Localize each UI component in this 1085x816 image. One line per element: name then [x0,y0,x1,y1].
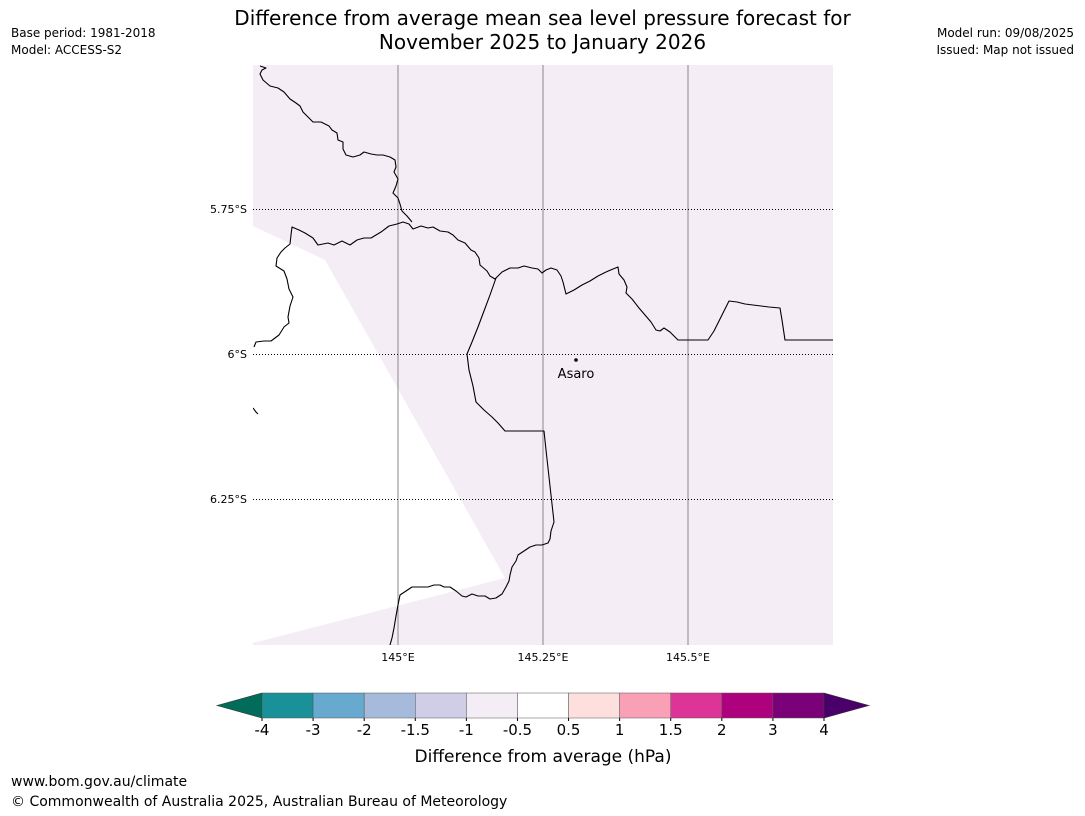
colorbar-tick-label: -0.5 [503,721,532,739]
west-fragment [253,407,259,415]
colorbar-tick-label: 4 [819,721,829,739]
title-line-2: November 2025 to January 2026 [378,30,707,54]
lat-label-5-75s: 5.75°S [210,203,247,216]
colorbar-segment [312,692,365,719]
colorbar-tick-label: 1.5 [659,721,683,739]
longitude-labels: 145°E 145.25°E 145.5°E [381,651,710,664]
colorbar-tick-label: 0.5 [557,721,581,739]
colorbar-segment [619,692,671,719]
metadata-right: Model run: 09/08/2025 Issued: Map not is… [936,25,1074,59]
colorbar-label: Difference from average (hPa) [415,747,672,767]
central-boundary [253,221,833,348]
colorbar-segment [415,692,467,719]
colorbar-segment [721,692,774,719]
colorbar-segment [670,692,723,719]
latitude-labels: 5.75°S 6°S 6.25°S [210,203,247,506]
colorbar-segment [363,692,416,719]
colorbar-segment [568,692,620,719]
base-period-text: Base period: 1981-2018 [11,26,156,40]
colorbar-extend-under [215,692,263,719]
colorbar-segment [772,692,825,719]
place-marker: Asaro [558,358,595,382]
map-frame [253,65,833,645]
colorbar-tick-label: -1.5 [401,721,430,739]
lon-label-145e: 145°E [381,651,414,664]
colorbar-tick-label: -4 [255,721,270,739]
colorbar-segment [517,692,569,719]
colorbar-bar [215,692,871,719]
colorbar-tick-label: 3 [768,721,778,739]
colorbar-segment [466,692,518,719]
issued-text: Issued: Map not issued [936,43,1074,57]
lat-label-6s: 6°S [228,348,247,361]
lat-label-6-25s: 6.25°S [210,493,247,506]
lon-label-145-25e: 145.25°E [518,651,569,664]
boundary-lines [253,65,833,645]
colorbar-tick-label: -1 [459,721,474,739]
colorbar-extend-over [823,692,871,719]
colorbar-segment [261,692,314,719]
model-text: Model: ACCESS-S2 [11,43,123,57]
footer-url: www.bom.gov.au/climate [11,774,188,790]
metadata-left: Base period: 1981-2018 Model: ACCESS-S2 [11,25,156,59]
colorbar-tick-label: 1 [615,721,625,739]
map-title: Difference from average mean sea level p… [180,6,905,54]
footer-copyright: © Commonwealth of Australia 2025, Austra… [11,794,508,810]
asaro-label: Asaro [558,367,595,382]
asaro-dot [574,358,578,362]
northern-boundary [259,65,413,223]
lon-label-145-5e: 145.5°E [666,651,710,664]
colorbar-tick-label: 2 [717,721,727,739]
parallel-gridlines [253,209,833,500]
colorbar-ticks: -4 -3 -2 -1.5 -1 -0.5 0.5 1 1.5 2 3 4 [255,718,829,739]
southern-boundary [389,277,555,645]
model-run-text: Model run: 09/08/2025 [936,26,1074,40]
colorbar-tick-label: -3 [306,721,321,739]
title-line-1: Difference from average mean sea level p… [234,6,851,30]
colorbar-tick-label: -2 [357,721,372,739]
